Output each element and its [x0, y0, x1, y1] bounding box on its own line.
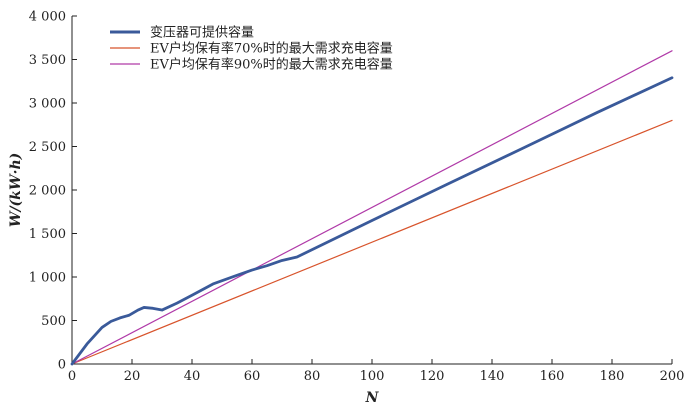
y-tick-label: 2 000 [29, 184, 66, 199]
x-tick-label: 40 [184, 369, 201, 384]
y-axis-label: W/(kW·h) [8, 153, 24, 228]
series-line-1 [70, 76, 674, 366]
x-tick-label: 140 [480, 369, 505, 384]
y-tick-label: 1 000 [29, 271, 66, 286]
series-line-3 [71, 50, 673, 365]
y-tick-label: 2 500 [29, 140, 66, 155]
x-tick-label: 20 [124, 369, 141, 384]
y-tick-label: 0 [58, 358, 66, 373]
x-tick-label: 200 [660, 369, 685, 384]
legend-label-1: 变压器可提供容量 [150, 25, 254, 41]
x-tick-label: 100 [360, 369, 385, 384]
x-tick-label: 80 [304, 369, 321, 384]
y-tick-label: 1 500 [29, 227, 66, 242]
x-tick-label: 0 [68, 369, 76, 384]
x-tick-label: 180 [600, 369, 625, 384]
legend-label-3: EV户均保有率90%时的最大需求充电容量 [150, 57, 393, 73]
x-tick-label: 60 [244, 369, 261, 384]
x-tick-label: 120 [420, 369, 445, 384]
y-tick-label: 500 [41, 314, 66, 329]
axes: 0 20 40 60 80 100 120 140 160 180 200 0 500 1 000 1 50… [29, 10, 685, 385]
series-layer [70, 50, 674, 366]
legend: 变压器可提供容量EV户均保有率70%时的最大需求充电容量EV户均保有率90%时的… [110, 25, 393, 73]
y-tick-label: 4 000 [29, 10, 66, 25]
x-tick-label: 160 [540, 369, 565, 384]
legend-label-2: EV户均保有率70%时的最大需求充电容量 [150, 41, 393, 57]
y-tick-label: 3 000 [29, 97, 66, 112]
y-tick-label: 3 500 [29, 53, 66, 68]
x-axis-label: N [365, 390, 380, 406]
series-line-2 [71, 119, 673, 365]
